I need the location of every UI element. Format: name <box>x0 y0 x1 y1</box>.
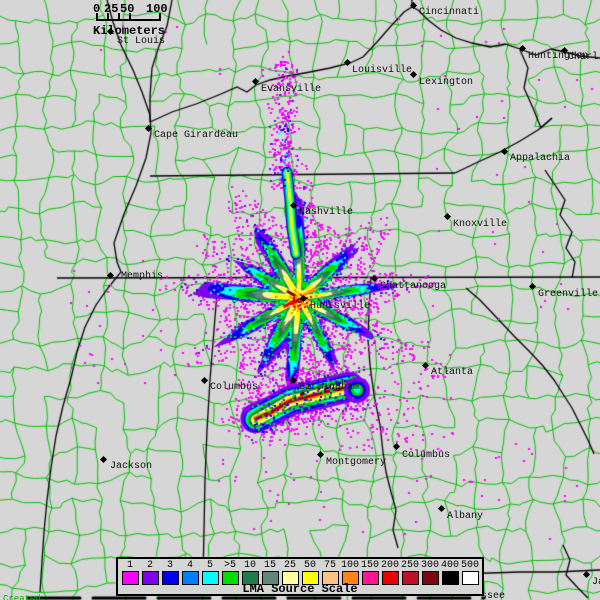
legend-entry-label: 5 <box>206 560 213 571</box>
legend-entry-label: 3 <box>166 560 173 571</box>
city-label: Huntsville <box>310 301 371 312</box>
city-label: Birmingham <box>299 382 360 393</box>
scale-ruler <box>96 19 161 21</box>
legend-entry: 5 <box>200 560 220 585</box>
legend-color-swatch <box>121 571 139 585</box>
legend-color-swatch <box>321 571 339 585</box>
legend-entry-label: 75 <box>323 560 336 571</box>
legend-entry-label: 15 <box>263 560 276 571</box>
legend-color-swatch <box>421 571 439 585</box>
legend-entry-label: 100 <box>340 560 359 571</box>
legend-entry-label: 25 <box>283 560 296 571</box>
legend-entries: 1 2 3 4 5 >5 10 15 25 50 75 100 150 200 250 300 400 500 <box>118 559 482 585</box>
city-label: Columbus <box>402 450 451 461</box>
legend-entry: 500 <box>460 560 480 585</box>
legend-entry: 400 <box>440 560 460 585</box>
city-label: Charl <box>568 52 599 63</box>
city-label: ssee <box>481 591 506 600</box>
city-label: Lexington <box>419 77 474 88</box>
legend-entry-label: 300 <box>420 560 439 571</box>
city-label: Atlanta <box>431 367 474 378</box>
city-label: Jackson <box>110 461 153 472</box>
city-label: Greenville <box>538 289 599 300</box>
city-label: St Louis <box>117 36 166 47</box>
legend-entry-label: 4 <box>186 560 193 571</box>
city-label: Appalachia <box>510 153 571 164</box>
legend-entry-label: >5 <box>223 560 236 571</box>
legend-entry: 200 <box>380 560 400 585</box>
legend-color-swatch <box>381 571 399 585</box>
lma-source-scale-legend: 1 2 3 4 5 >5 10 15 25 50 75 100 150 200 250 300 400 500 L… <box>116 557 484 596</box>
legend-entry-label: 10 <box>243 560 256 571</box>
legend-color-swatch <box>161 571 179 585</box>
created-label: Created <box>3 594 41 600</box>
scale-ruler-tick <box>96 13 98 20</box>
legend-color-swatch <box>441 571 459 585</box>
created-timestamp: Created 12/13/2012 9:12:25 <box>3 574 106 600</box>
legend-entry-label: 150 <box>360 560 379 571</box>
legend-entry: 50 <box>300 560 320 585</box>
legend-entry-label: 1 <box>126 560 133 571</box>
scale-ruler-tick <box>107 13 109 20</box>
legend-entry: 300 <box>420 560 440 585</box>
city-label: Memphis <box>121 271 164 282</box>
city-label: Ja <box>592 577 600 588</box>
legend-entry: 75 <box>320 560 340 585</box>
legend-color-swatch <box>281 571 299 585</box>
city-label: Albany <box>447 511 484 522</box>
city-label: Evansville <box>261 84 322 95</box>
scale-ruler-tick <box>159 13 161 20</box>
city-label: Louisville <box>352 65 413 76</box>
city-label: Montgomery <box>326 457 387 468</box>
legend-color-swatch <box>401 571 419 585</box>
legend-entry: 10 <box>240 560 260 585</box>
scale-tick-0: 0 <box>93 2 101 16</box>
legend-entry: 250 <box>400 560 420 585</box>
legend-color-swatch <box>301 571 319 585</box>
legend-color-swatch <box>241 571 259 585</box>
legend-color-swatch <box>341 571 359 585</box>
city-label: Cape Girardeau <box>154 130 239 141</box>
city-label: Nashville <box>299 207 354 218</box>
legend-color-swatch <box>141 571 159 585</box>
legend-entry: 100 <box>340 560 360 585</box>
scale-ruler-tick <box>118 13 120 20</box>
legend-entry-label: 500 <box>460 560 479 571</box>
city-label: Huntington <box>528 51 589 62</box>
scale-ruler-tick <box>129 13 131 20</box>
legend-entry: 150 <box>360 560 380 585</box>
city-label: Chattanooga <box>380 281 447 292</box>
scale-tick-25: 25 <box>104 2 119 16</box>
legend-entry: 2 <box>140 560 160 585</box>
legend-entry-label: 250 <box>400 560 419 571</box>
city-label: Knoxville <box>453 219 508 230</box>
legend-entry: 1 <box>120 560 140 585</box>
legend-entry: >5 <box>220 560 240 585</box>
scale-unit-label: Kilometers <box>93 24 166 38</box>
legend-color-swatch <box>221 571 239 585</box>
legend-entry-label: 200 <box>380 560 399 571</box>
legend-color-swatch <box>261 571 279 585</box>
scale-tick-50: 50 <box>120 2 135 16</box>
city-label: Columbus <box>210 382 259 393</box>
legend-entry-label: 2 <box>146 560 153 571</box>
legend-entry: 15 <box>260 560 280 585</box>
legend-entry: 3 <box>160 560 180 585</box>
legend-title: LMA Source Scale <box>242 582 358 596</box>
legend-entry-label: 400 <box>440 560 459 571</box>
scale-tick-100: 100 <box>146 2 168 16</box>
legend-color-swatch <box>461 571 479 585</box>
legend-color-swatch <box>361 571 379 585</box>
legend-color-swatch <box>201 571 219 585</box>
city-label: Cincinnati <box>419 7 480 18</box>
legend-entry: 25 <box>280 560 300 585</box>
legend-entry-label: 50 <box>303 560 316 571</box>
legend-entry: 4 <box>180 560 200 585</box>
legend-color-swatch <box>181 571 199 585</box>
